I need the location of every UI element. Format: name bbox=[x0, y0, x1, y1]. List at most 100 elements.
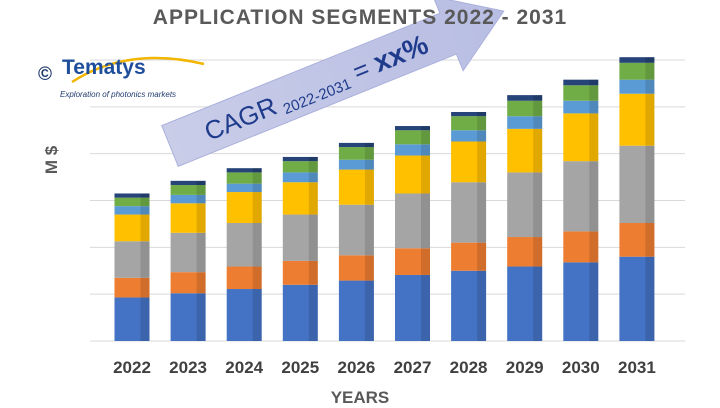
bar-2031-segment-6 bbox=[619, 62, 655, 80]
bar-shade bbox=[308, 284, 318, 341]
bar-2027-segment-6 bbox=[395, 130, 430, 145]
bar-2029-segment-7 bbox=[507, 95, 543, 101]
bar-2031-segment-7 bbox=[619, 57, 655, 63]
bar-shade bbox=[645, 93, 655, 146]
x-tick-label: 2022 bbox=[113, 358, 151, 377]
bar-2022-segment-7 bbox=[114, 193, 150, 198]
bar-shade bbox=[533, 172, 543, 238]
bar-shade bbox=[196, 293, 206, 341]
bar-shade bbox=[421, 155, 430, 194]
bar-shade bbox=[252, 168, 262, 173]
bar-2023-segment-5 bbox=[170, 194, 206, 204]
bar-2024-segment-3 bbox=[226, 222, 262, 267]
bar-shade bbox=[364, 147, 374, 160]
copyright-icon: © bbox=[38, 64, 52, 85]
bar-2022-segment-1 bbox=[114, 297, 150, 341]
bar-2026-segment-4 bbox=[338, 169, 374, 205]
bar-shade bbox=[364, 280, 374, 341]
bar-shade bbox=[477, 141, 487, 183]
bar-2024-segment-2 bbox=[226, 266, 262, 290]
bar-2023-segment-3 bbox=[170, 232, 206, 273]
bar-2028-segment-6 bbox=[451, 116, 487, 131]
bar-shade bbox=[252, 183, 262, 193]
bar-shade bbox=[421, 193, 430, 249]
bar-shade bbox=[196, 180, 206, 186]
bar-shade bbox=[364, 159, 374, 170]
bar-shade bbox=[533, 95, 543, 101]
bar-shade bbox=[645, 222, 655, 257]
chart-title: APPLICATION SEGMENTS 2022 - 2031 bbox=[152, 6, 568, 29]
bar-2028-segment-4 bbox=[451, 141, 487, 183]
bar-2028-segment-2 bbox=[451, 242, 487, 271]
bar-shade bbox=[645, 256, 655, 341]
bar-2030-segment-7 bbox=[563, 79, 599, 86]
bar-2025-segment-2 bbox=[282, 260, 318, 285]
bar-2023-segment-7 bbox=[170, 180, 206, 186]
bar-2026-segment-2 bbox=[338, 255, 374, 281]
bar-shade bbox=[252, 172, 262, 184]
x-tick-labels: 2022 2023 2024 2025 2026 2027 2028 2029 2030 2031 bbox=[113, 358, 656, 377]
bar-shade bbox=[533, 116, 543, 129]
bar-shade bbox=[196, 232, 206, 273]
bar-shade bbox=[140, 297, 150, 341]
bar-stack-group bbox=[114, 57, 655, 341]
x-axis-label: YEARS bbox=[330, 388, 390, 407]
bar-shade bbox=[308, 214, 318, 261]
bar-shade bbox=[589, 100, 599, 114]
bar-shade bbox=[421, 130, 430, 145]
bar-shade bbox=[140, 241, 150, 278]
bar-2031-segment-5 bbox=[619, 79, 655, 94]
bar-2030-segment-3 bbox=[563, 161, 599, 232]
bar-shade bbox=[645, 57, 655, 63]
bar-2022-segment-3 bbox=[114, 241, 150, 278]
bar-shade bbox=[589, 85, 599, 101]
bar-2024-segment-1 bbox=[226, 289, 262, 341]
bar-2026-segment-7 bbox=[338, 142, 374, 148]
bar-2024-segment-5 bbox=[226, 183, 262, 193]
bar-2027-segment-3 bbox=[395, 193, 430, 249]
bar-shade bbox=[477, 116, 487, 131]
bar-2030-segment-2 bbox=[563, 231, 599, 263]
bar-shade bbox=[645, 62, 655, 80]
bar-shade bbox=[140, 277, 150, 298]
bar-shade bbox=[645, 79, 655, 94]
bar-shade bbox=[252, 192, 262, 223]
bar-2029-segment-3 bbox=[507, 172, 543, 238]
bar-2024-segment-7 bbox=[226, 168, 262, 173]
bar-shade bbox=[477, 270, 487, 341]
bar-shade bbox=[533, 266, 543, 341]
bar-shade bbox=[421, 274, 430, 341]
bar-shade bbox=[308, 260, 318, 285]
bar-2027-segment-2 bbox=[395, 248, 430, 275]
x-tick-label: 2031 bbox=[618, 358, 656, 377]
x-tick-label: 2029 bbox=[506, 358, 544, 377]
bar-2024-segment-4 bbox=[226, 192, 262, 223]
bar-2031-segment-1 bbox=[619, 256, 655, 341]
bar-shade bbox=[308, 161, 318, 173]
bar-shade bbox=[196, 185, 206, 195]
bar-shade bbox=[140, 197, 150, 207]
bar-shade bbox=[364, 169, 374, 205]
bar-2030-segment-4 bbox=[563, 113, 599, 162]
bar-shade bbox=[589, 79, 599, 86]
logo-swoosh-icon bbox=[71, 56, 205, 84]
bar-shade bbox=[477, 242, 487, 271]
bar-2025-segment-1 bbox=[282, 284, 318, 341]
y-axis-label: M $ bbox=[42, 145, 61, 175]
x-tick-label: 2023 bbox=[169, 358, 207, 377]
bar-2030-segment-5 bbox=[563, 100, 599, 114]
bar-shade bbox=[308, 156, 318, 162]
logo-tagline: Exploration of photonics markets bbox=[60, 90, 177, 99]
x-tick-label: 2030 bbox=[562, 358, 600, 377]
bar-2028-segment-5 bbox=[451, 130, 487, 142]
bar-shade bbox=[140, 214, 150, 242]
bar-2024-segment-6 bbox=[226, 172, 262, 184]
bar-2029-segment-5 bbox=[507, 116, 543, 129]
bar-shade bbox=[421, 126, 430, 131]
bar-shade bbox=[252, 266, 262, 290]
bar-2022-segment-6 bbox=[114, 197, 150, 207]
bar-shade bbox=[645, 145, 655, 223]
bar-2025-segment-4 bbox=[282, 182, 318, 215]
bar-2026-segment-6 bbox=[338, 147, 374, 160]
